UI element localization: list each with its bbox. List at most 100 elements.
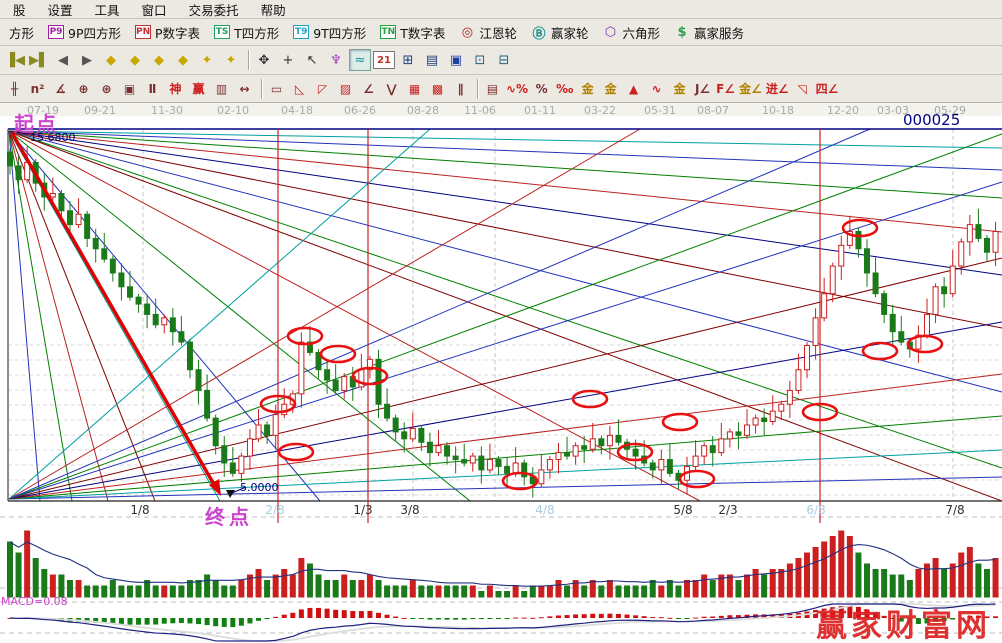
btn-gann-wheel[interactable]: ◎ 江恩轮 [459,23,517,42]
candle-body [204,389,211,419]
save-icon[interactable]: ▣ [449,52,463,68]
circle-cross-tool-icon[interactable]: ⊕ [78,81,89,96]
gold-circle-tool-icon[interactable]: 金 [581,82,594,96]
menu-tools[interactable]: 工具 [94,2,120,18]
dollar-icon: $ [677,24,687,40]
span-tool-icon[interactable]: ↔ [239,81,250,96]
hand-tool-icon[interactable]: ✥ [258,52,270,68]
j-angle-tool-icon[interactable]: J∠ [694,81,711,96]
pan-left-icon[interactable]: ◆ [106,52,116,68]
volume-bar [444,585,451,598]
grid-dense-tool-icon[interactable]: ▩ [431,81,444,96]
grid-cross-tool-icon[interactable]: ╫ [10,81,19,96]
next-arrow-icon[interactable]: ▶ [82,52,92,68]
menu-stock[interactable]: 股 [13,2,26,18]
expand-all-icon[interactable]: ✦ [225,52,237,68]
candle-body [581,445,588,450]
wave-tool-icon[interactable]: ∿ [651,81,662,96]
goto-first-icon[interactable]: ▐◀ [5,52,25,68]
report-icon[interactable]: ▤ [425,52,439,68]
calculator-icon[interactable]: ⊞ [402,52,414,68]
gann-shape-tool-icon[interactable]: ♆ [330,52,342,68]
kline-mark-tool-icon[interactable]: Ⅱ [148,81,157,96]
v-lines-tool-icon[interactable]: ⋁ [386,81,397,96]
candle-body [418,427,425,443]
annotation-ellipse [841,218,879,238]
btn-winner-wheel[interactable]: Ⓑ 赢家轮 [531,23,588,42]
btn-9t-square[interactable]: T9 9T四方形 [293,23,366,42]
expand-h-icon[interactable]: ◆ [154,52,164,68]
price-flag-tool-icon[interactable]: ▲ [628,81,639,96]
compress-h-icon[interactable]: ◆ [178,52,188,68]
macd-bar [281,614,287,618]
box-fan-tool-icon[interactable]: ◹ [797,81,807,96]
volume-bar [641,585,648,598]
parallel-lines-tool-icon[interactable]: ∥ [457,81,464,96]
shen-tool-icon[interactable]: 神 [169,82,182,96]
volume-bar [898,574,905,598]
candle-body [495,459,502,467]
btn-p-number-table[interactable]: PN P数字表 [135,23,200,42]
pan-right-icon[interactable]: ◆ [130,52,140,68]
ying-tool-icon[interactable]: 赢 [192,82,205,96]
net-icon[interactable]: ⊡ [474,52,486,68]
btn-9p-square[interactable]: P9 9P四方形 [48,23,121,42]
expand-v-icon[interactable]: ✦ [201,52,213,68]
btn-t-square[interactable]: TS T四方形 [214,23,279,42]
menu-trade[interactable]: 交易委托 [188,2,239,18]
btn-square[interactable]: 方形 [9,23,34,42]
calendar-icon[interactable]: 21 [373,51,395,69]
volume-bar [375,580,382,598]
square-circle-tool-icon[interactable]: ▣ [123,81,136,96]
bars-tool-icon[interactable]: ▤ [486,81,499,96]
gold-angle-tool-icon[interactable]: 金∠ [739,82,762,96]
axis-date-label: 03-03 [877,104,909,117]
gold-line-tool-icon[interactable]: 金 [604,82,617,96]
volume-bar [126,585,133,598]
volume-bar [49,574,56,598]
candle-body [564,452,571,457]
volume-bar [726,574,733,598]
gold-zone-tool-icon[interactable]: 金 [673,82,686,96]
menu-window[interactable]: 窗口 [141,2,167,18]
square-fan-tool-icon[interactable]: ◸ [317,81,328,96]
four-angle-tool-icon[interactable]: 四∠ [815,82,839,96]
candle-body [889,313,896,333]
macd-bar [127,618,133,625]
fan-tool-icon[interactable]: ◺ [294,81,305,96]
axis-fraction-label: 2/8 [265,503,284,517]
percent-tool-icon[interactable]: % [535,81,548,96]
menu-help[interactable]: 帮助 [260,2,286,18]
btn-winner-service[interactable]: $ 赢家服务 [674,23,744,42]
angle-measure-tool-icon[interactable]: ∡ [55,81,66,96]
angle-lines-tool-icon[interactable]: ∠ [363,81,374,96]
web-tool-icon[interactable]: ▨ [339,81,352,96]
ruler-tool-icon[interactable]: ▥ [215,81,228,96]
percent-line-tool-icon[interactable]: ‰ [555,81,574,96]
line-tool-icon[interactable]: ≈ [349,49,371,71]
percent-zone-tool-icon[interactable]: ∿% [506,81,529,96]
gann-fan-line [8,130,1002,171]
macd-bar [864,609,870,618]
gann-box-tool-icon[interactable]: ▭ [270,81,283,96]
prev-arrow-icon[interactable]: ◀ [58,52,68,68]
crosshair-tool-icon[interactable]: + [282,52,294,68]
candle-body [84,213,91,239]
axis-fraction-label: 5/8 [673,503,692,517]
grid-tool-icon[interactable]: ▦ [408,81,421,96]
candle-body [341,376,348,391]
btn-t-number-table[interactable]: TN T数字表 [380,23,445,42]
speed-line-tool-icon[interactable]: 进∠ [765,82,789,96]
volume-bar [238,580,245,598]
pointer-a-tool-icon[interactable]: ↖ [306,52,318,68]
chart-canvas[interactable]: 1/8 2/8 1/3 3/8 4/8 5/8 2/3 6/8 7/8 [0,103,1002,643]
menu-settings[interactable]: 设置 [47,2,73,18]
goto-last-icon[interactable]: ▶▌ [29,52,49,68]
macd-bar [607,613,613,618]
volume-bar [24,530,31,598]
f-angle-tool-icon[interactable]: F∠ [716,81,736,96]
btn-hexagon[interactable]: ⬡ 六角形 [602,23,660,42]
wheel-tool-icon[interactable]: ⊛ [101,81,112,96]
trade-pc-icon[interactable]: ⊟ [498,52,510,68]
n2-tool-icon[interactable]: n² [30,81,45,96]
